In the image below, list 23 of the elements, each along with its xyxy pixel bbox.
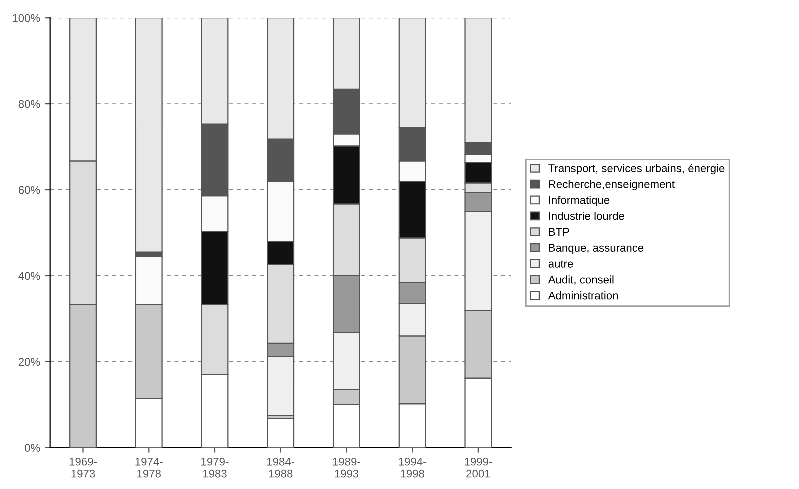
x-tick-label: 1999- 2001 [465,458,492,478]
x-tick-label: 1974- 1978 [136,458,163,478]
legend-label: Audit, conseil [548,276,614,286]
y-tick-label: 80% [18,100,40,108]
legend-label: Informatique [549,196,610,206]
x-tick-label: 1984- 1988 [267,458,295,478]
legend-label: BTP [549,228,570,236]
legend-label: Industrie lourde [549,212,624,220]
x-tick-label: 1969- 1973 [70,458,97,478]
legend-label: Administration [548,292,618,300]
legend-label: Recherche,enseignement [549,180,675,191]
x-tick-label: 1994- 1998 [399,458,426,478]
legend-label: Transport, services urbains, énergie [548,164,725,175]
legend-label: Banque, assurance [549,244,644,254]
y-tick-label: 100% [13,14,40,22]
y-tick-label: 40% [18,272,40,280]
y-tick-label: 20% [18,358,40,366]
bar [135,18,163,253]
x-tick-label: 1979- 1983 [202,458,229,478]
x-tick-label: 1989- 1993 [333,458,360,478]
y-tick-label: 60% [18,186,40,194]
y-tick-label: 0% [24,444,40,452]
legend-label: autre [548,260,574,268]
